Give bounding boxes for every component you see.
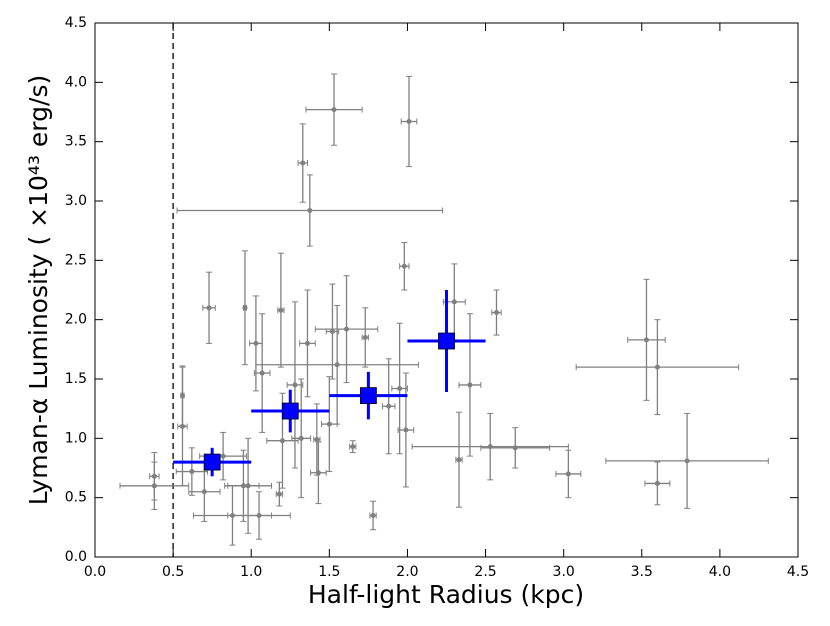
point (401, 263, 407, 269)
point (359, 387, 377, 405)
x-tick-label: 4.0 (709, 564, 731, 580)
point (278, 307, 284, 313)
point (220, 453, 226, 459)
point (203, 453, 221, 471)
point (467, 382, 473, 388)
point (256, 512, 262, 518)
point (314, 437, 320, 443)
point (298, 435, 304, 441)
y-tick-label: 3.5 (65, 134, 87, 150)
point (362, 334, 368, 340)
point (281, 402, 299, 420)
y-tick-label: 4.5 (65, 15, 87, 31)
x-tick-label: 1.5 (318, 564, 340, 580)
x-tick-label: 3.0 (553, 564, 575, 580)
y-tick-label: 1.0 (65, 430, 87, 446)
point (654, 364, 660, 370)
point (451, 299, 457, 305)
point (331, 107, 337, 113)
y-tick-label: 1.5 (65, 371, 87, 387)
point (403, 427, 409, 433)
point (151, 473, 157, 479)
point (493, 310, 499, 316)
y-tick-label: 2.0 (65, 312, 87, 328)
point (334, 362, 340, 368)
y-tick-label: 0.5 (65, 490, 87, 506)
point (386, 403, 392, 409)
x-tick-label: 2.5 (474, 564, 496, 580)
point (512, 445, 518, 451)
point (654, 480, 660, 486)
point (438, 332, 455, 350)
point (329, 329, 335, 335)
x-tick-label: 3.5 (631, 564, 653, 580)
y-tick-label: 3.0 (65, 193, 87, 209)
point (206, 305, 212, 311)
point (684, 458, 690, 464)
x-tick-label: 0.0 (84, 564, 106, 580)
point (245, 483, 251, 489)
x-tick-label: 2.0 (396, 564, 418, 580)
point (276, 491, 282, 497)
x-axis-label: Half-light Radius (kpc) (308, 580, 584, 609)
point (326, 421, 332, 427)
point (189, 469, 195, 475)
y-tick-label: 4.0 (65, 74, 87, 90)
y-tick-label: 0.0 (65, 549, 87, 565)
x-tick-label: 0.5 (162, 564, 184, 580)
point (565, 471, 571, 477)
point (643, 337, 649, 343)
y-axis-label: Lyman-α Luminosity ( ×10⁴³ erg/s) (24, 75, 53, 505)
point (259, 370, 265, 376)
point (279, 438, 285, 444)
x-tick-label: 4.5 (787, 564, 809, 580)
point (456, 457, 462, 463)
point (242, 305, 248, 311)
point (397, 385, 403, 391)
point (179, 423, 185, 429)
point (344, 326, 350, 332)
point (304, 340, 310, 346)
point (307, 207, 313, 213)
point (292, 382, 298, 388)
point (406, 118, 412, 124)
point (370, 512, 376, 518)
y-tick-label: 2.5 (65, 252, 87, 268)
plot-frame (94, 22, 799, 558)
point (253, 340, 259, 346)
x-tick-label: 1.0 (240, 564, 262, 580)
point (300, 160, 306, 166)
point (201, 489, 207, 495)
point (350, 444, 356, 450)
